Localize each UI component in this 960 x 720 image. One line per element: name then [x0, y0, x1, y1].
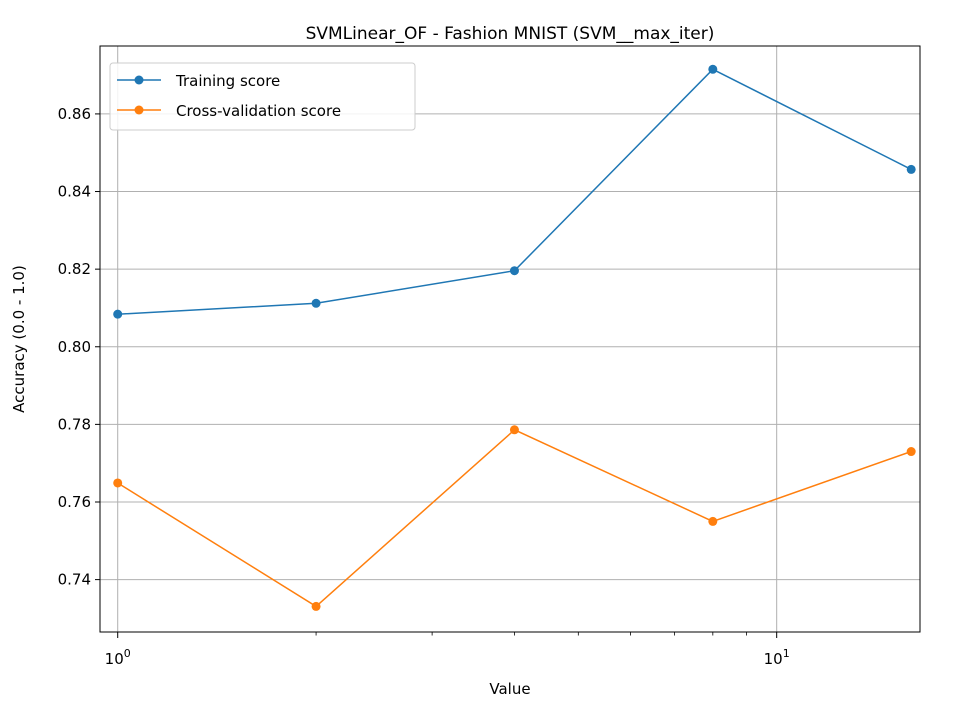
- y-tick-label: 0.84: [58, 183, 91, 201]
- x-tick-base: 10: [764, 650, 783, 668]
- y-tick-label: 0.76: [58, 493, 91, 511]
- legend-marker: [134, 105, 144, 115]
- x-tick-exponent: 0: [124, 647, 131, 660]
- plot-series: [113, 64, 916, 611]
- y-axis-label: Accuracy (0.0 - 1.0): [10, 265, 28, 413]
- plot-area-frame: [99, 45, 921, 633]
- data-point: [509, 425, 519, 435]
- data-point: [311, 601, 321, 611]
- data-point: [906, 164, 916, 174]
- chart-title: SVMLinear_OF - Fashion MNIST (SVM__max_i…: [306, 24, 715, 44]
- data-point: [509, 266, 519, 276]
- grid-lines: [100, 46, 920, 632]
- x-tick-exponent: 1: [783, 647, 790, 660]
- data-point: [113, 309, 123, 319]
- y-tick-label: 0.80: [58, 338, 91, 356]
- data-point: [906, 447, 916, 457]
- y-tick-label: 0.86: [58, 105, 91, 123]
- data-point: [113, 478, 123, 488]
- x-axis-label: Value: [489, 680, 530, 698]
- legend: Training score Cross-validation score: [109, 62, 416, 131]
- data-point: [708, 516, 718, 526]
- legend-label: Cross-validation score: [176, 102, 341, 120]
- legend-marker: [134, 75, 144, 85]
- legend-box: [109, 62, 416, 131]
- x-tick-base: 10: [105, 650, 124, 668]
- data-point: [708, 64, 718, 74]
- x-tick-label: 101: [764, 647, 790, 668]
- data-point: [311, 298, 321, 308]
- x-tick-label: 100: [105, 647, 131, 668]
- y-tick-label: 0.78: [58, 415, 91, 433]
- y-tick-label: 0.74: [58, 571, 91, 589]
- legend-label: Training score: [175, 72, 280, 90]
- y-tick-label: 0.82: [58, 260, 91, 278]
